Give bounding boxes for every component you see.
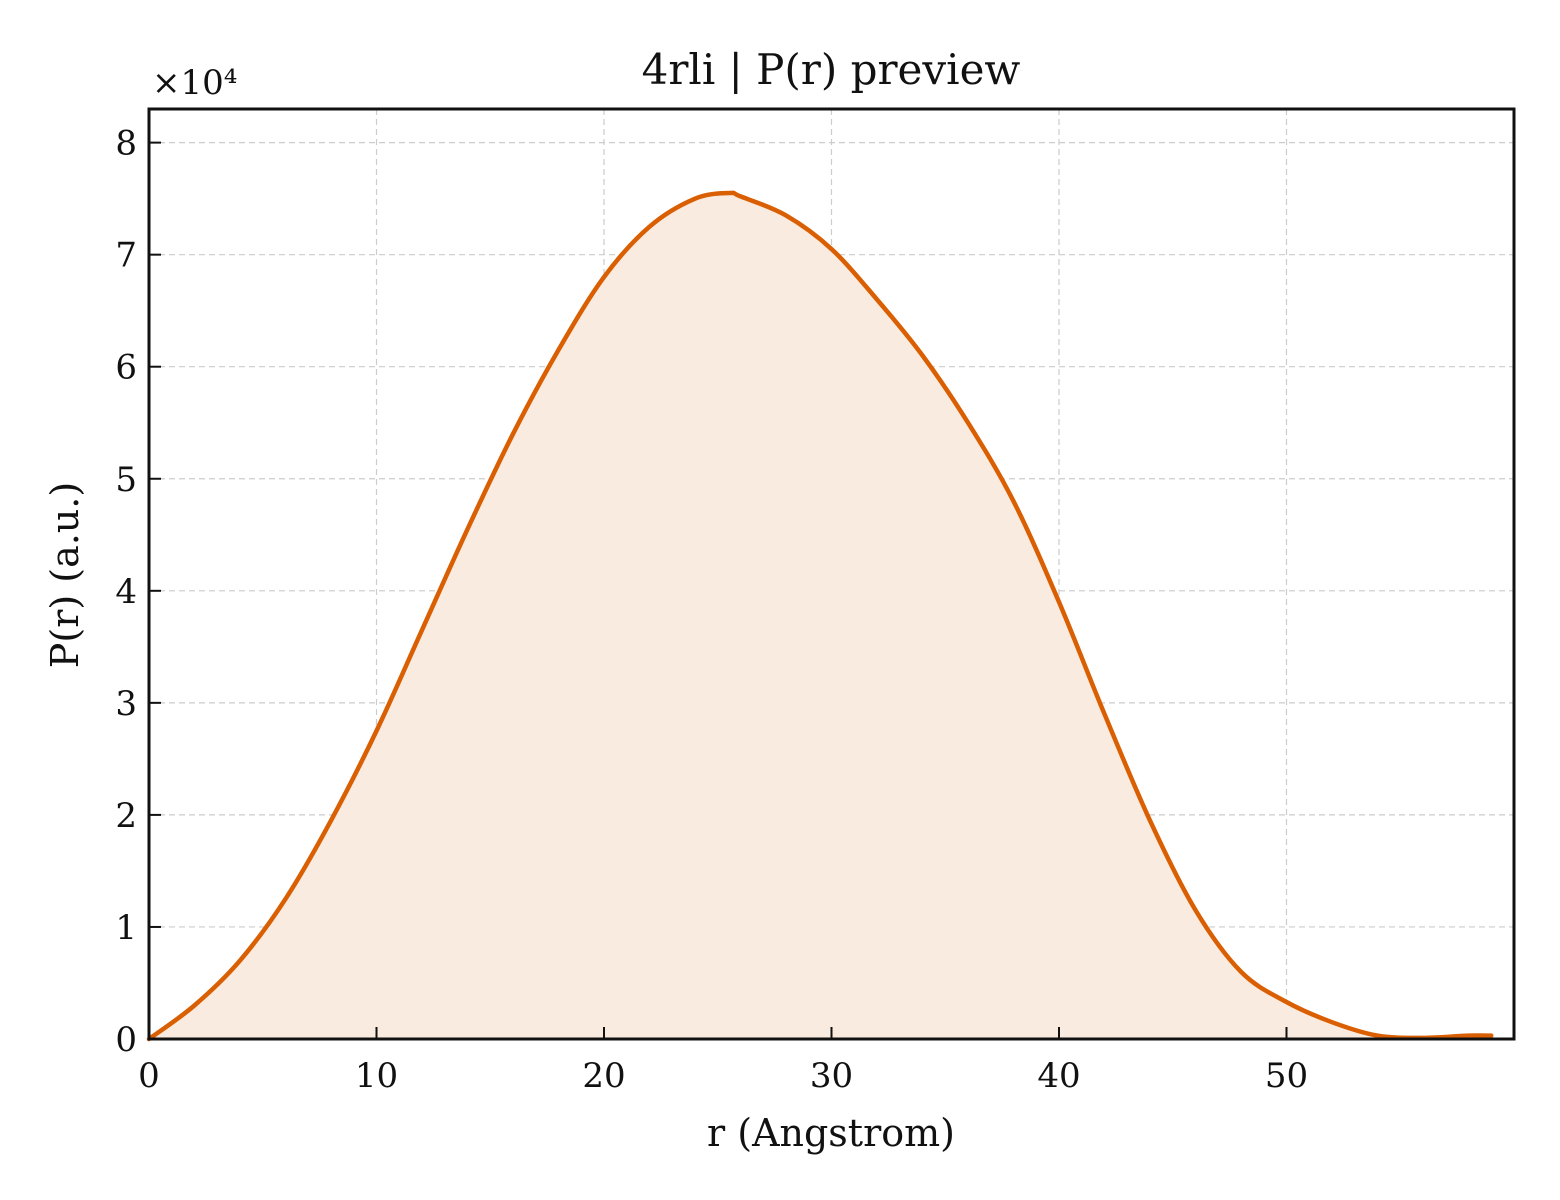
y-multiplier-label: ×10⁴ xyxy=(152,63,237,103)
chart-title: 4rli | P(r) preview xyxy=(642,45,1021,94)
x-tick-label-1: 10 xyxy=(355,1056,398,1096)
y-tick-label-6: 6 xyxy=(115,348,137,388)
y-tick-label-7: 7 xyxy=(115,236,137,276)
y-tick-label-4: 4 xyxy=(115,572,137,612)
x-tick-label-3: 30 xyxy=(810,1056,853,1096)
ticks: 0 10 20 30 40 50 0 1 2 3 4 5 6 7 8 xyxy=(115,124,1308,1096)
y-tick-label-5: 5 xyxy=(115,460,137,500)
y-tick-label-1: 1 xyxy=(115,908,137,948)
x-tick-label-2: 20 xyxy=(582,1056,625,1096)
y-tick-label-3: 3 xyxy=(115,684,137,724)
y-tick-label-8: 8 xyxy=(115,124,137,164)
x-tick-label-5: 50 xyxy=(1265,1056,1308,1096)
y-tick-label-2: 2 xyxy=(115,796,137,836)
y-axis-label: P(r) (a.u.) xyxy=(43,482,87,668)
plot-area xyxy=(146,190,1494,1042)
pr-area-fill xyxy=(149,192,1492,1040)
x-axis-label: r (Angstrom) xyxy=(707,1111,955,1155)
x-tick-label-0: 0 xyxy=(138,1056,160,1096)
pr-series-line xyxy=(146,190,1494,1042)
y-tick-label-0: 0 xyxy=(115,1020,137,1060)
x-tick-label-4: 40 xyxy=(1037,1056,1080,1096)
